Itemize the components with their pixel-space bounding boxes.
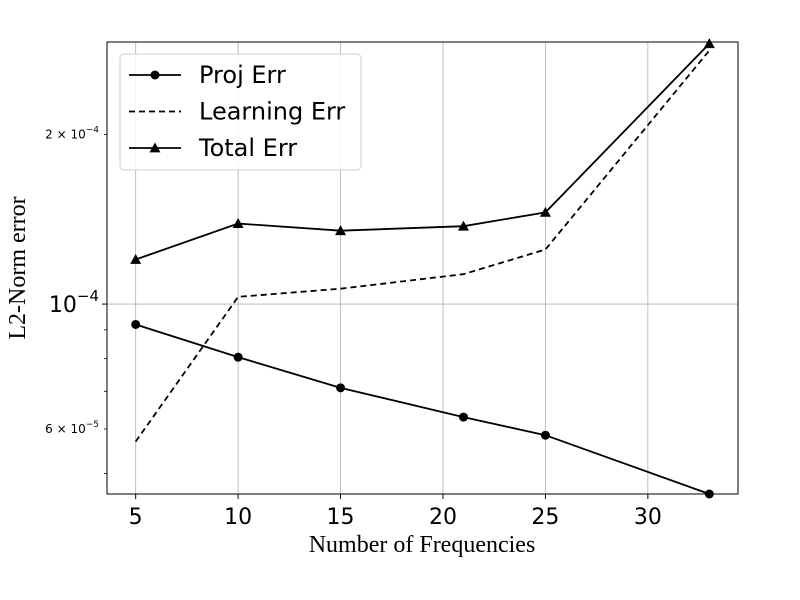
data-point	[540, 430, 550, 440]
data-point	[130, 253, 142, 264]
x-tick-label: 20	[429, 505, 457, 530]
x-tick-label: 15	[327, 505, 355, 530]
legend: Proj Err Learning Err Total Err	[119, 53, 362, 171]
data-point	[335, 225, 347, 236]
series-line	[135, 323, 710, 495]
legend-box	[119, 53, 362, 171]
legend-item: Learning Err	[129, 98, 345, 126]
legend-item: Total Err	[129, 134, 297, 162]
data-series	[130, 38, 715, 499]
data-point	[336, 383, 346, 393]
x-tick-label: 10	[224, 505, 252, 530]
legend-label: Learning Err	[199, 98, 345, 126]
series-line	[134, 49, 711, 443]
data-point	[232, 218, 244, 228]
series-1	[134, 49, 711, 443]
plot-area-frame	[106, 41, 739, 495]
x-axis-title: Number of Frequencies	[309, 532, 536, 558]
series-line	[135, 43, 710, 261]
x-tick-label: 30	[634, 505, 662, 530]
data-point	[703, 38, 715, 49]
x-tick-label: 25	[531, 505, 559, 530]
legend-marker	[150, 70, 160, 80]
series-0	[131, 319, 714, 499]
data-point	[131, 319, 141, 329]
series-2	[130, 38, 715, 264]
legend-label: Total Err	[198, 134, 297, 162]
data-point	[458, 412, 468, 422]
legend-label: Proj Err	[199, 61, 286, 89]
axis-ticks: 5 10 15 20 25 30 10−4 6 × 10−5 2 × 10−4	[45, 126, 662, 530]
legend-marker	[149, 142, 161, 153]
x-tick-label: 5	[129, 505, 143, 530]
data-point	[233, 352, 243, 362]
y-tick-label-major: 10−4	[49, 287, 99, 318]
data-point	[457, 220, 469, 231]
data-point	[539, 206, 551, 217]
y-axis-title: L2-Norm error	[5, 196, 31, 339]
legend-item: Proj Err	[129, 61, 286, 89]
y-tick-label-minor: 6 × 10−5	[45, 420, 99, 436]
y-tick-label-minor: 2 × 10−4	[45, 126, 99, 142]
